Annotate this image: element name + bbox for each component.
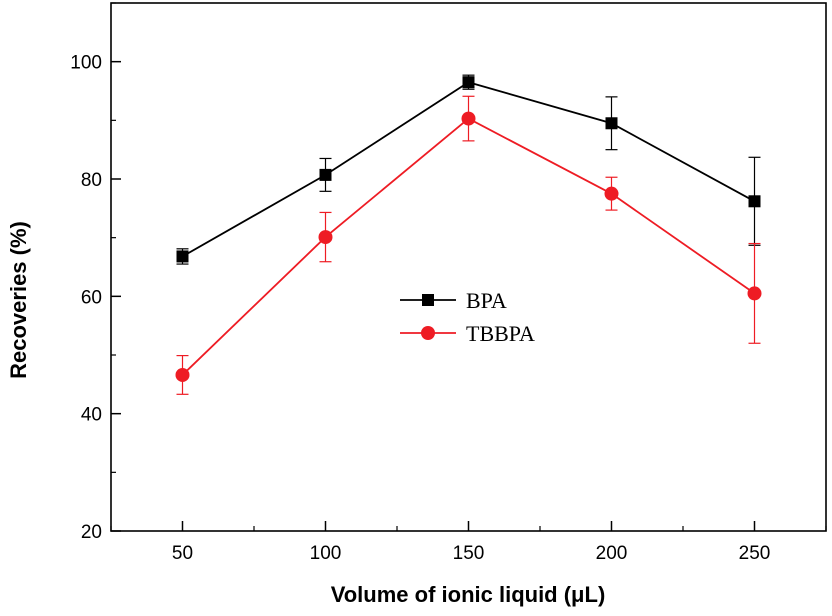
data-point — [461, 111, 476, 126]
x-axis-ticks: 50 100 150 200 250 — [110, 521, 827, 564]
y-tick-label: 80 — [81, 170, 102, 191]
series-tbbpa — [175, 95, 762, 395]
data-point — [747, 286, 762, 301]
x-axis-title: Volume of ionic liquid (μL) — [331, 582, 606, 607]
series-bpa — [176, 74, 761, 265]
data-point — [176, 250, 189, 263]
legend-item-bpa: BPA — [400, 288, 507, 313]
legend-label: BPA — [466, 288, 507, 313]
y-axis-ticks: 20 40 60 80 100 — [70, 2, 121, 543]
data-point — [175, 367, 190, 382]
y-tick-label: 40 — [81, 405, 102, 426]
x-tick-label: 100 — [310, 543, 342, 564]
data-point — [604, 186, 619, 201]
data-point — [748, 195, 761, 208]
data-point — [319, 168, 332, 181]
y-tick-label: 100 — [70, 53, 102, 74]
legend-label: TBBPA — [466, 321, 535, 346]
legend: BPA TBBPA — [400, 288, 535, 346]
y-tick-label: 60 — [81, 287, 102, 308]
legend-marker — [421, 326, 435, 340]
x-tick-label: 150 — [453, 543, 485, 564]
x-tick-label: 250 — [739, 543, 771, 564]
data-point — [462, 76, 475, 89]
data-point — [318, 230, 333, 245]
x-tick-label: 200 — [596, 543, 628, 564]
legend-item-tbbpa: TBBPA — [400, 321, 535, 346]
x-tick-label: 50 — [172, 543, 193, 564]
legend-marker — [422, 294, 434, 306]
y-tick-label: 20 — [81, 522, 102, 543]
y-axis-title: Recoveries (%) — [6, 221, 31, 379]
data-point — [605, 117, 618, 130]
series-layer — [175, 74, 762, 395]
